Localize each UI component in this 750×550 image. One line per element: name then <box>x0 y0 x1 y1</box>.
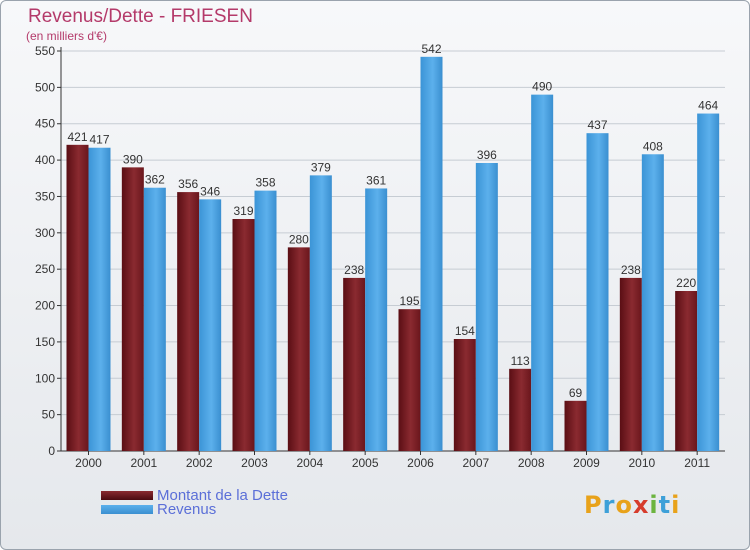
bar-dette <box>509 368 532 451</box>
bar-dette <box>121 167 144 451</box>
x-tick-label: 2002 <box>186 456 213 470</box>
y-tick-label: 550 <box>35 44 55 58</box>
chart-title: Revenus/Dette - FRIESEN <box>28 6 253 27</box>
legend-swatch-revenus <box>101 505 153 514</box>
logo-letter: i <box>649 491 659 519</box>
y-tick-label: 50 <box>42 408 56 422</box>
y-tick-label: 0 <box>48 444 55 458</box>
proxiti-logo: Proxiti <box>584 491 680 519</box>
data-label: 361 <box>366 173 386 187</box>
bar-dette <box>398 309 421 451</box>
x-tick-label: 2011 <box>684 456 710 470</box>
bar-dette <box>177 192 200 451</box>
bar-revenus <box>309 175 332 451</box>
data-label: 490 <box>532 80 552 94</box>
data-label: 238 <box>344 263 364 277</box>
data-label: 417 <box>89 133 109 147</box>
data-label: 346 <box>200 184 220 198</box>
bar-dette <box>66 144 89 451</box>
bar-revenus <box>420 56 443 452</box>
bar-dette <box>619 277 642 451</box>
x-tick-label: 2006 <box>407 456 434 470</box>
x-tick-label: 2005 <box>352 456 379 470</box>
x-tick-label: 2000 <box>75 456 102 470</box>
data-label: 362 <box>145 173 165 187</box>
data-label: 542 <box>421 42 441 56</box>
legend-item-dette: Montant de la Dette <box>101 487 288 504</box>
data-label: 390 <box>123 152 143 166</box>
logo-letter: r <box>602 491 616 519</box>
bars <box>66 56 720 452</box>
data-label: 319 <box>233 204 253 218</box>
data-label: 379 <box>311 160 331 174</box>
data-label: 464 <box>698 99 718 113</box>
data-label: 408 <box>643 139 663 153</box>
x-tick-label: 2004 <box>296 456 323 470</box>
bar-revenus <box>475 163 498 451</box>
x-tick-label: 2010 <box>628 456 655 470</box>
bar-dette <box>232 219 255 451</box>
bar-revenus <box>365 188 388 452</box>
logo-letter: t <box>658 491 672 519</box>
bar-revenus <box>641 154 664 452</box>
data-label: 437 <box>587 118 607 132</box>
bar-revenus <box>143 187 166 451</box>
y-tick-label: 150 <box>35 335 55 349</box>
y-tick-label: 500 <box>35 80 55 94</box>
legend-label-revenus: Revenus <box>157 501 217 518</box>
gridlines <box>61 50 725 416</box>
data-label: 195 <box>399 294 419 308</box>
axes: 0 50 100 150 200 250 300 350 400 450 500 550 2000 200… <box>35 44 725 470</box>
x-tick-label: 2001 <box>130 456 157 470</box>
x-tick-label: 2003 <box>241 456 268 470</box>
bar-revenus <box>88 147 111 451</box>
y-tick-label: 400 <box>35 153 55 167</box>
y-tick-label: 250 <box>35 262 55 276</box>
x-tick-label: 2009 <box>573 456 600 470</box>
logo-letter: x <box>632 491 650 519</box>
chart-subtitle: (en milliers d'€) <box>26 29 107 43</box>
data-label: 421 <box>67 130 87 144</box>
x-tick-label: 2007 <box>462 456 489 470</box>
y-tick-label: 100 <box>35 371 55 385</box>
x-tick-label: 2008 <box>518 456 545 470</box>
y-tick-label: 450 <box>35 117 55 131</box>
bar-dette <box>287 247 310 451</box>
legend-swatch-dette <box>101 491 153 500</box>
data-label: 358 <box>255 176 275 190</box>
logo-letter: P <box>584 491 603 519</box>
bar-dette <box>453 339 476 451</box>
legend-label-dette: Montant de la Dette <box>157 487 288 504</box>
bar-dette <box>343 277 366 451</box>
logo-letter: o <box>615 491 633 519</box>
bar-revenus <box>531 94 554 452</box>
logo-letter: i <box>671 491 681 519</box>
data-label: 238 <box>621 263 641 277</box>
y-tick-label: 350 <box>35 189 55 203</box>
data-label: 280 <box>289 232 309 246</box>
y-tick-label: 300 <box>35 226 55 240</box>
bar-dette <box>564 400 587 451</box>
legend-item-revenus: Revenus <box>101 501 216 518</box>
bar-dette <box>675 291 698 451</box>
data-label: 356 <box>178 177 198 191</box>
data-label: 69 <box>569 386 583 400</box>
bar-revenus <box>199 199 222 451</box>
y-tick-label: 200 <box>35 299 55 313</box>
bar-revenus <box>254 190 277 452</box>
data-label: 220 <box>676 276 696 290</box>
data-label: 396 <box>477 148 497 162</box>
bar-revenus <box>586 133 609 451</box>
data-label: 113 <box>511 354 530 368</box>
data-label: 154 <box>455 324 475 338</box>
bar-revenus <box>697 113 720 451</box>
